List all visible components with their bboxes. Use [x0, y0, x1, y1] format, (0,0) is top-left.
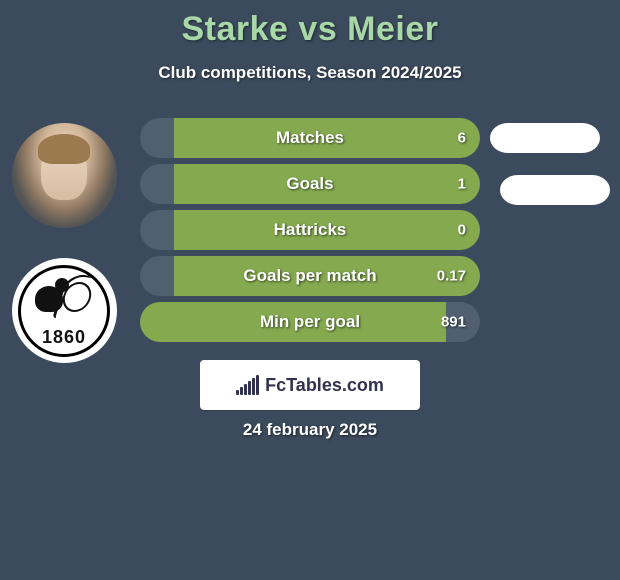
comparison-pill: [500, 175, 610, 205]
brand-label: FcTables.com: [265, 375, 384, 396]
player-avatar-block: 1860: [8, 123, 120, 363]
stat-row: Matches 6: [140, 118, 480, 158]
stat-value: 0: [458, 222, 466, 239]
club-year-label: 1860: [21, 327, 107, 348]
page-title: Starke vs Meier: [0, 0, 620, 49]
stat-label: Matches: [276, 128, 344, 148]
brand-link[interactable]: FcTables.com: [200, 360, 420, 410]
stat-row: Min per goal 891: [140, 302, 480, 342]
stat-label: Hattricks: [274, 220, 347, 240]
stat-bar-left: [140, 118, 174, 158]
stat-value: 6: [458, 130, 466, 147]
stat-row: Goals 1: [140, 164, 480, 204]
bars-icon: [236, 375, 259, 395]
stat-label: Goals per match: [243, 266, 376, 286]
page-subtitle: Club competitions, Season 2024/2025: [0, 63, 620, 83]
stat-bar-left: [140, 164, 174, 204]
date-label: 24 february 2025: [0, 420, 620, 440]
stat-bar-left: [140, 256, 174, 296]
stat-row: Hattricks 0: [140, 210, 480, 250]
stat-rows: Matches 6 Goals 1 Hattricks 0 Goals per match 0…: [140, 118, 480, 348]
monogram-icon: [60, 282, 93, 312]
comparison-pill: [490, 123, 600, 153]
stat-row: Goals per match 0.17: [140, 256, 480, 296]
stat-label: Goals: [286, 174, 333, 194]
stat-value: 891: [441, 314, 466, 331]
player-avatar: [12, 123, 117, 228]
stat-value: 1: [458, 176, 466, 193]
club-badge: 1860: [12, 258, 117, 363]
stat-value: 0.17: [437, 268, 466, 285]
stat-label: Min per goal: [260, 312, 360, 332]
stat-bar-left: [140, 210, 174, 250]
